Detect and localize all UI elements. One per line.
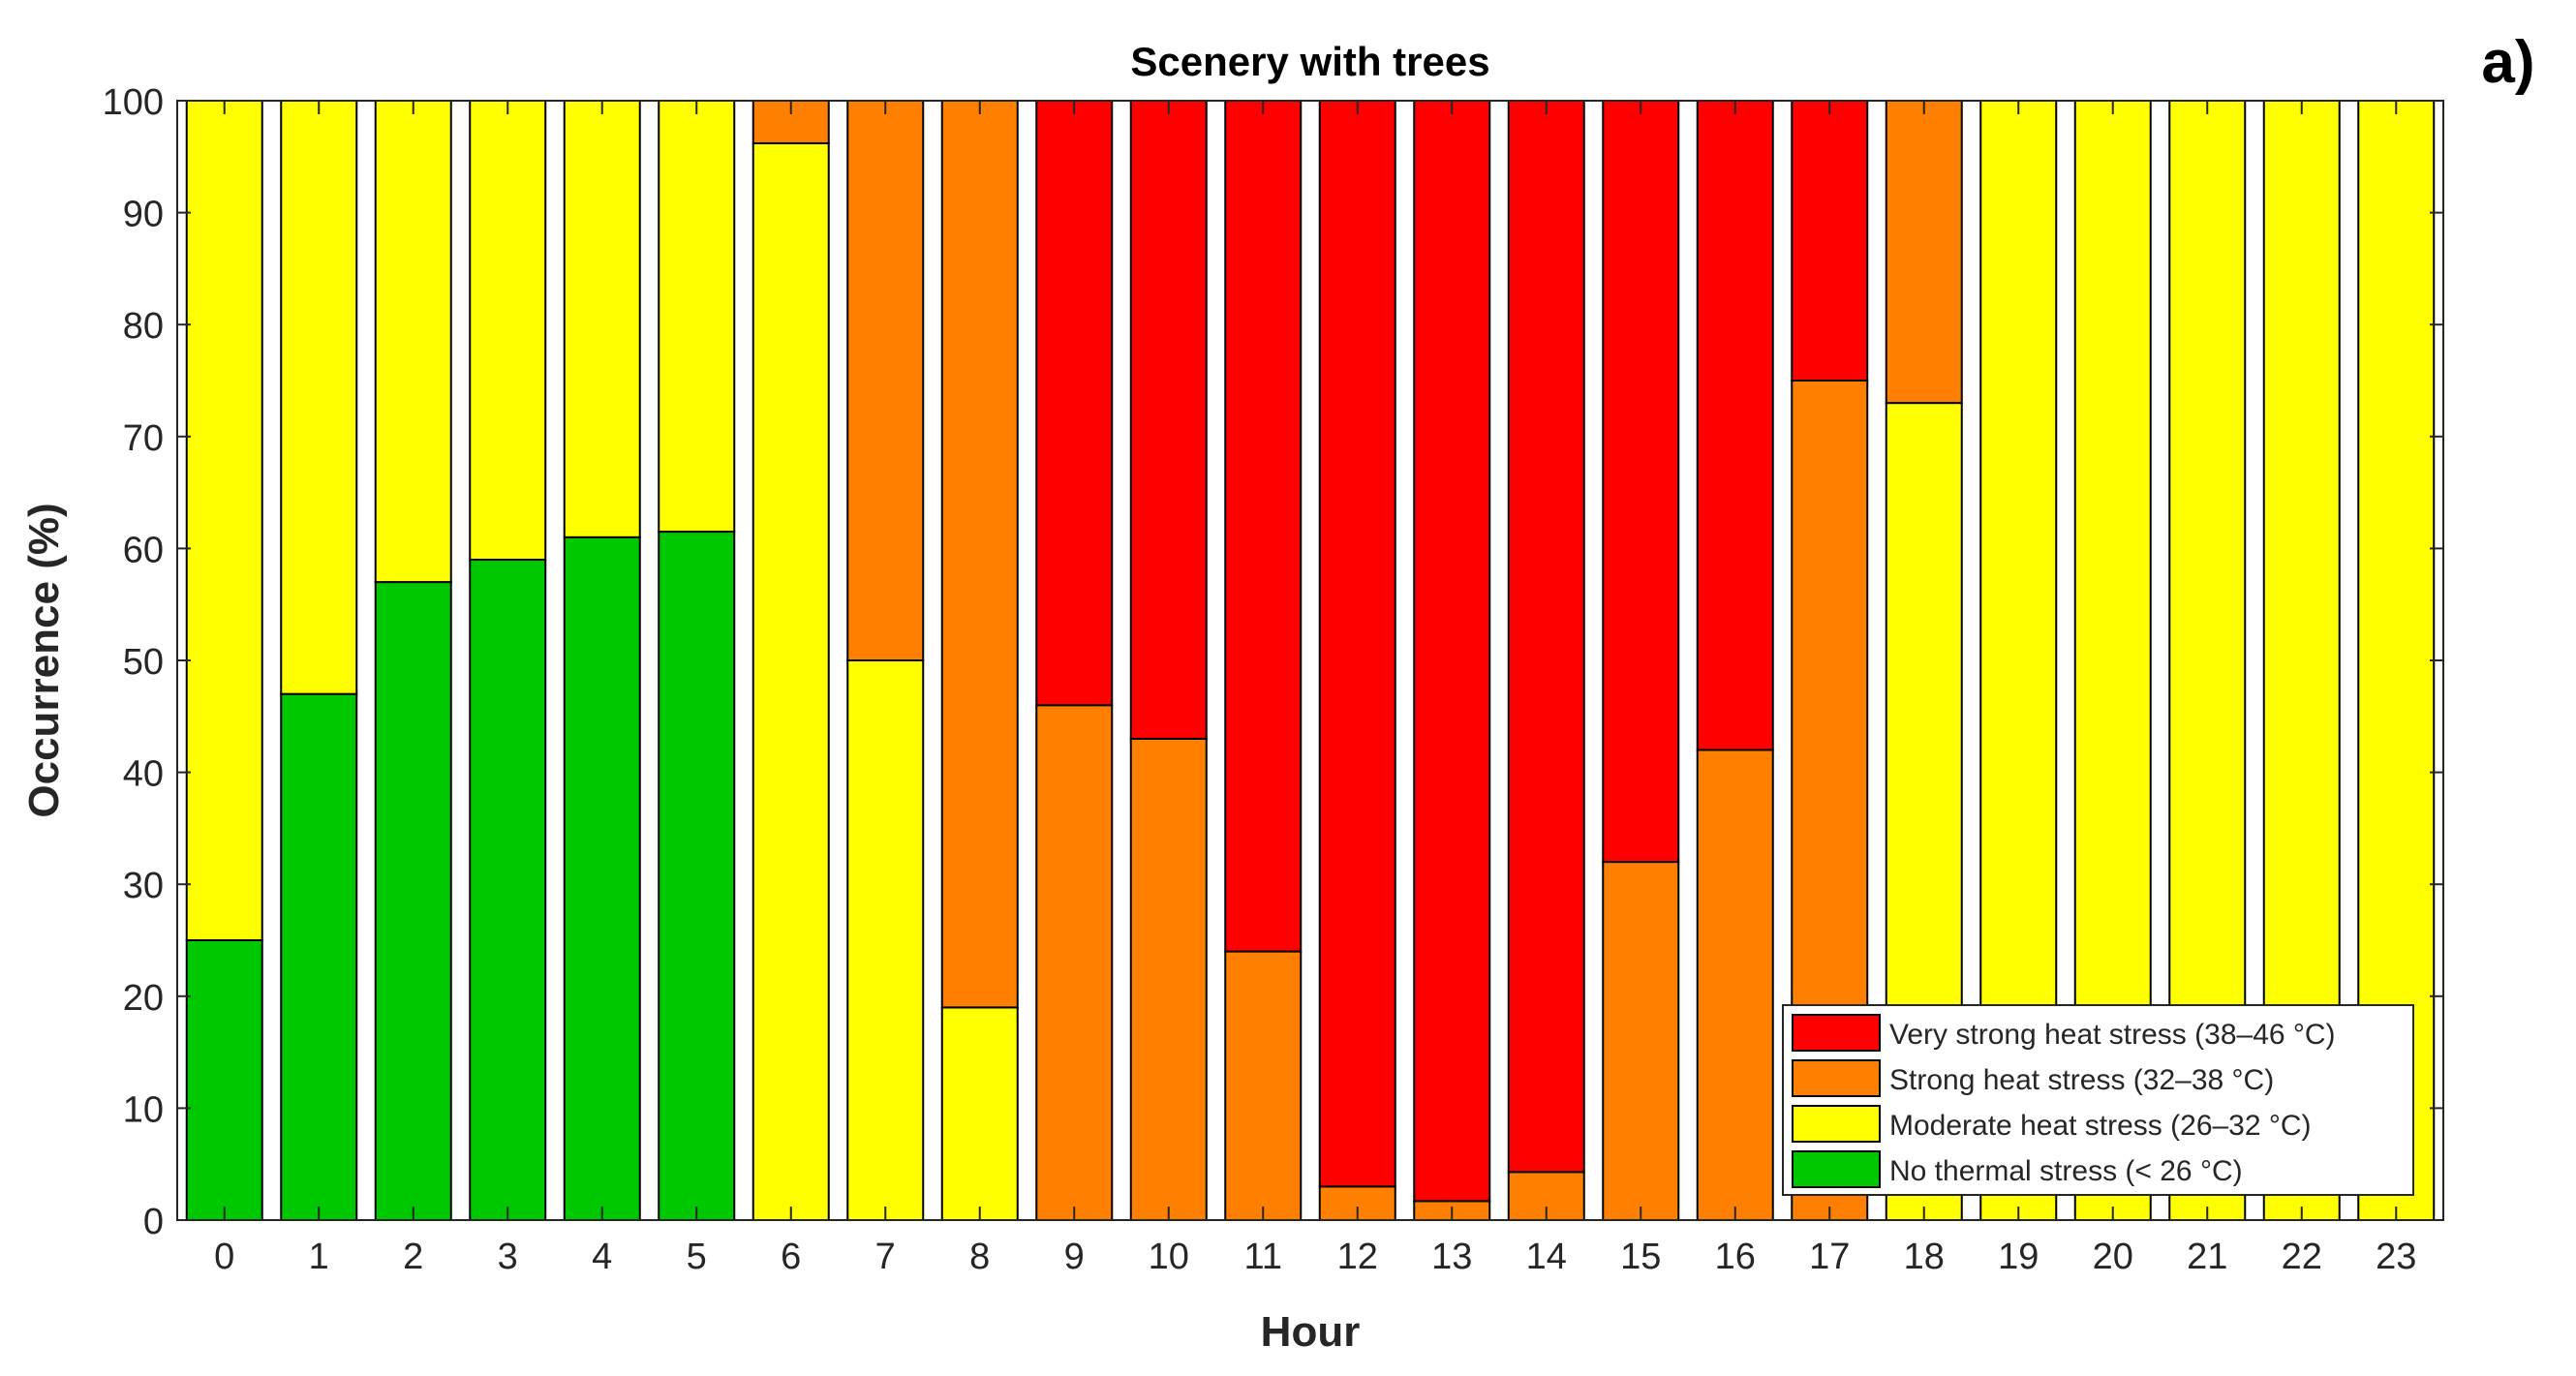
bar-hour-7-series-1 [846,659,925,1221]
bar-hour-7-series-2 [846,100,925,661]
x-tick-label: 11 [1244,1237,1282,1277]
x-tick-label: 15 [1620,1237,1661,1277]
legend: Very strong heat stress (38–46 °C) Strong… [1782,1004,2414,1196]
x-axis-label: Hour [1261,1308,1361,1356]
y-tick-label: 50 [123,642,164,683]
bar-hour-15-series-3 [1602,100,1680,864]
x-tick-label: 20 [2093,1237,2133,1277]
bar-hour-8-series-1 [940,1006,1019,1221]
bar-hour-1-series-0 [280,692,358,1221]
bar-hour-4-series-0 [563,535,641,1221]
bar-hour-17-series-3 [1791,100,1869,382]
x-tick-label: 18 [1904,1237,1945,1277]
chart-title: Scenery with trees [1130,39,1489,84]
bar-hour-11-series-2 [1224,950,1303,1221]
bar-hour-12-series-3 [1318,100,1396,1188]
x-tick-label: 13 [1431,1237,1472,1277]
bar-hour-2-series-0 [374,581,452,1221]
bar-hour-11-series-3 [1224,100,1303,953]
x-tick-label: 0 [214,1237,234,1277]
x-tick-label: 22 [2282,1237,2322,1277]
legend-box [1782,1004,2414,1196]
legend-label-0: No thermal stress (< 26 °C) [1889,1155,2243,1187]
bar-hour-10-series-3 [1129,100,1208,740]
x-tick-label: 2 [403,1237,423,1277]
x-tick-label: 4 [592,1237,612,1277]
x-tick-label: 6 [781,1237,801,1277]
bar-hour-2-series-1 [374,100,452,584]
bar-hour-0-series-1 [185,100,263,941]
panel-label: a) [2481,29,2534,96]
x-tick-label: 14 [1526,1237,1567,1277]
bar-hour-14-series-3 [1507,100,1585,1174]
legend-label-1: Moderate heat stress (26–32 °C) [1889,1110,2312,1142]
y-tick-label: 0 [143,1202,164,1242]
x-tick-label: 9 [1064,1237,1085,1277]
x-tick-label: 12 [1337,1237,1378,1277]
bar-hour-10-series-2 [1129,737,1208,1221]
bar-hour-18-series-2 [1885,100,1963,405]
bar-hour-9-series-2 [1035,704,1114,1221]
bar-hour-5-series-0 [658,531,736,1221]
y-tick-label: 40 [123,754,164,795]
bar-hour-0-series-0 [185,939,263,1221]
y-tick-label: 70 [123,418,164,459]
bar-hour-16-series-3 [1696,100,1774,751]
bar-hour-4-series-1 [563,100,641,538]
legend-label-2: Strong heat stress (32–38 °C) [1889,1064,2274,1096]
y-tick-label: 10 [123,1089,164,1130]
bar-hour-16-series-2 [1696,749,1774,1221]
bar-hour-5-series-1 [658,100,736,534]
x-tick-label: 5 [687,1237,707,1277]
legend-swatch-3 [1792,1014,1881,1052]
legend-swatch-2 [1792,1059,1881,1097]
x-tick-label: 21 [2187,1237,2227,1277]
x-tick-label: 7 [875,1237,896,1277]
x-tick-label: 1 [309,1237,329,1277]
y-tick-label: 30 [123,866,164,906]
x-tick-label: 23 [2376,1237,2416,1277]
x-tick-label: 10 [1149,1237,1189,1277]
bar-hour-8-series-2 [940,100,1019,1009]
bar-hour-3-series-1 [469,100,547,561]
bar-hour-6-series-1 [751,141,830,1222]
bar-hour-1-series-1 [280,100,358,695]
y-tick-label: 90 [123,195,164,235]
legend-swatch-0 [1792,1150,1881,1188]
x-tick-label: 17 [1809,1237,1850,1277]
legend-swatch-1 [1792,1105,1881,1143]
y-tick-label: 100 [103,82,164,123]
bar-hour-15-series-2 [1602,861,1680,1222]
y-axis-label: Occurrence (%) [20,503,68,817]
x-tick-label: 16 [1715,1237,1756,1277]
x-tick-label: 8 [969,1237,990,1277]
y-tick-label: 80 [123,306,164,347]
bar-hour-9-series-3 [1035,100,1114,707]
bars-layer [185,100,2436,1222]
x-tick-label: 19 [1998,1237,2039,1277]
legend-label-3: Very strong heat stress (38–46 °C) [1889,1019,2336,1051]
y-tick-label: 60 [123,530,164,570]
y-tick-label: 20 [123,978,164,1019]
bar-hour-13-series-3 [1413,100,1491,1203]
bar-hour-3-series-0 [469,558,547,1221]
x-tick-label: 3 [498,1237,518,1277]
